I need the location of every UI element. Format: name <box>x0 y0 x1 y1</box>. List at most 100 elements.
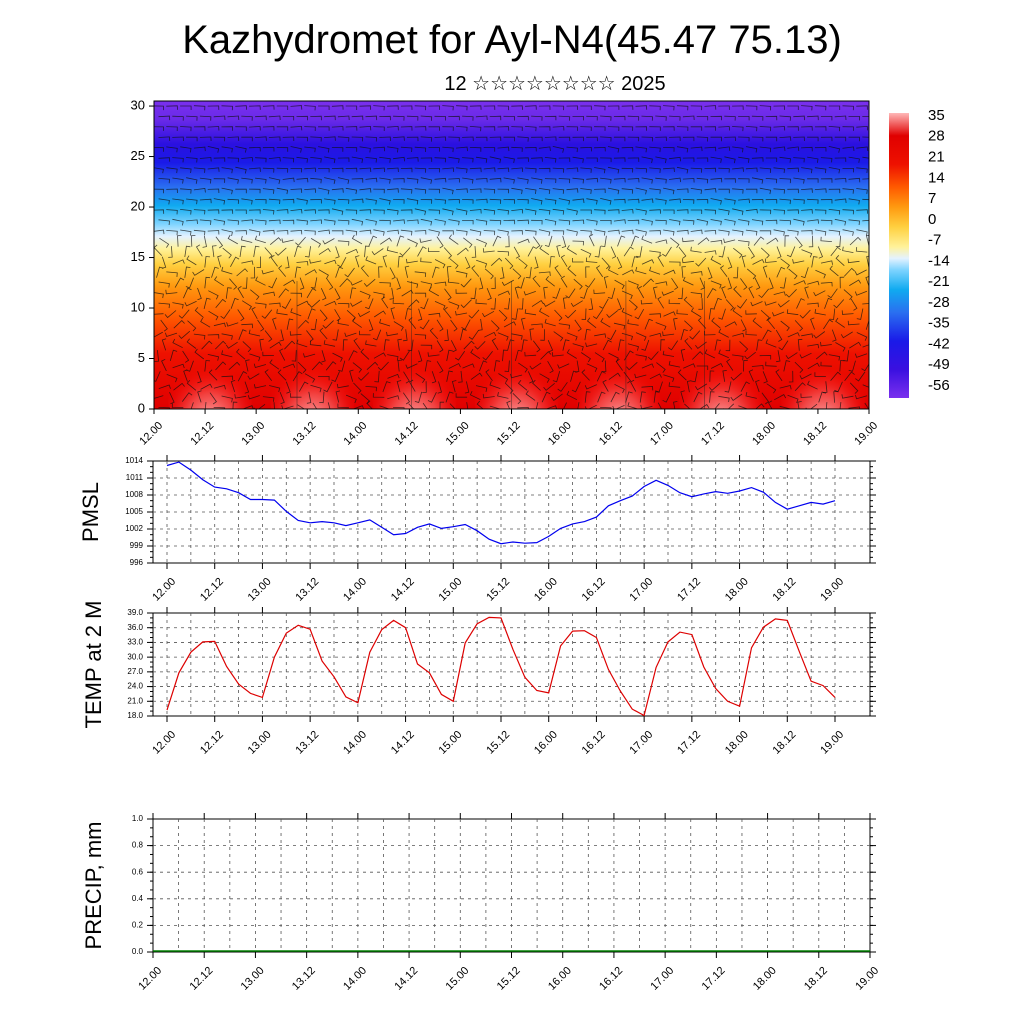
wind-barb <box>531 115 543 121</box>
wind-barb <box>773 209 785 215</box>
wind-barb <box>253 384 267 389</box>
wind-barb <box>158 219 170 226</box>
wind-barb <box>296 261 309 266</box>
wind-barb <box>241 198 253 205</box>
wind-barb <box>718 167 730 173</box>
wind-barb <box>572 177 584 184</box>
wind-barb <box>808 235 814 248</box>
wind-barb <box>773 188 785 194</box>
wind-barb <box>695 257 707 267</box>
wind-barb <box>649 230 661 235</box>
x-tick-label: 13.00 <box>246 576 274 604</box>
wind-barb <box>807 156 819 163</box>
wind-barb <box>379 237 392 245</box>
wind-barb <box>799 309 811 319</box>
wind-barb <box>213 157 226 162</box>
y-tick-label: 18.0 <box>127 711 143 720</box>
wind-barb <box>428 229 440 236</box>
wind-barb <box>733 266 739 279</box>
wind-barb <box>424 360 432 372</box>
wind-barb <box>290 188 303 193</box>
wind-barb <box>304 246 311 258</box>
wind-barb <box>558 157 571 162</box>
wind-barb <box>722 403 735 409</box>
wind-barb <box>635 266 647 275</box>
wind-barb <box>817 246 824 259</box>
wind-barb <box>154 395 164 399</box>
wind-barb <box>710 115 722 121</box>
wind-barb <box>820 157 833 163</box>
wind-barb <box>554 265 562 278</box>
wind-barb <box>290 168 302 173</box>
wind-barb <box>758 288 770 299</box>
wind-barb <box>182 350 190 363</box>
wind-barb <box>227 234 238 245</box>
wind-barb <box>554 309 563 321</box>
wind-barb <box>492 235 502 247</box>
wind-barb <box>820 260 833 265</box>
wind-barb <box>649 188 661 194</box>
wind-barb <box>285 256 290 269</box>
wind-barb <box>841 310 854 315</box>
wind-barb <box>839 276 845 289</box>
wind-barb <box>641 136 653 142</box>
wind-barb <box>310 318 317 331</box>
wind-barb <box>476 259 488 268</box>
wind-barb <box>862 344 869 348</box>
wind-barb <box>379 318 391 327</box>
wind-barb <box>400 167 413 173</box>
wind-barb <box>154 126 164 131</box>
wind-barb <box>345 209 358 215</box>
wind-barb <box>553 331 564 342</box>
wind-barb <box>607 287 616 299</box>
wind-barb <box>279 348 286 361</box>
wind-barb <box>268 277 278 289</box>
wind-barb <box>539 373 550 383</box>
y-tick-label: 0.4 <box>132 894 144 903</box>
wind-barb <box>197 287 202 301</box>
wind-barb <box>842 105 854 111</box>
wind-barb <box>180 126 192 132</box>
wind-barb <box>594 352 605 363</box>
wind-barb <box>684 403 691 409</box>
wind-barb <box>839 360 845 372</box>
wind-barb <box>420 157 433 162</box>
wind-barb <box>471 246 477 258</box>
wind-barb <box>547 340 554 353</box>
wind-barb <box>261 269 274 275</box>
wind-barb <box>841 394 854 399</box>
wind-barb <box>835 255 845 266</box>
wind-barb <box>469 126 482 132</box>
wind-barb <box>489 156 502 164</box>
wind-barb <box>180 229 192 236</box>
wind-barb <box>172 218 184 226</box>
x-tick-label: 14.00 <box>341 576 369 604</box>
wind-barb <box>862 384 869 388</box>
wind-barb <box>306 287 317 299</box>
wind-barb <box>566 208 578 216</box>
wind-barb <box>420 257 432 263</box>
wind-barb <box>268 198 281 205</box>
wind-barb <box>696 365 709 370</box>
wind-barb <box>290 229 303 235</box>
wind-barb <box>489 381 501 389</box>
wind-barb <box>504 298 511 310</box>
wind-barb <box>434 115 446 121</box>
wind-barb <box>580 287 588 299</box>
wind-barb <box>566 167 579 172</box>
wind-barb <box>862 178 869 180</box>
x-tick-label: 17.12 <box>675 729 703 757</box>
wind-barb <box>572 258 584 263</box>
wind-barb <box>353 338 361 350</box>
wind-barb <box>489 219 502 225</box>
wind-barb <box>456 208 468 216</box>
wind-barb <box>241 157 254 162</box>
wind-barb <box>607 266 619 276</box>
wind-barb <box>337 319 349 326</box>
wind-barb <box>164 310 177 319</box>
x-tick-label: 15.00 <box>437 576 465 604</box>
wind-barb <box>848 136 860 142</box>
wind-barb <box>324 259 337 265</box>
wind-barb <box>178 309 190 319</box>
